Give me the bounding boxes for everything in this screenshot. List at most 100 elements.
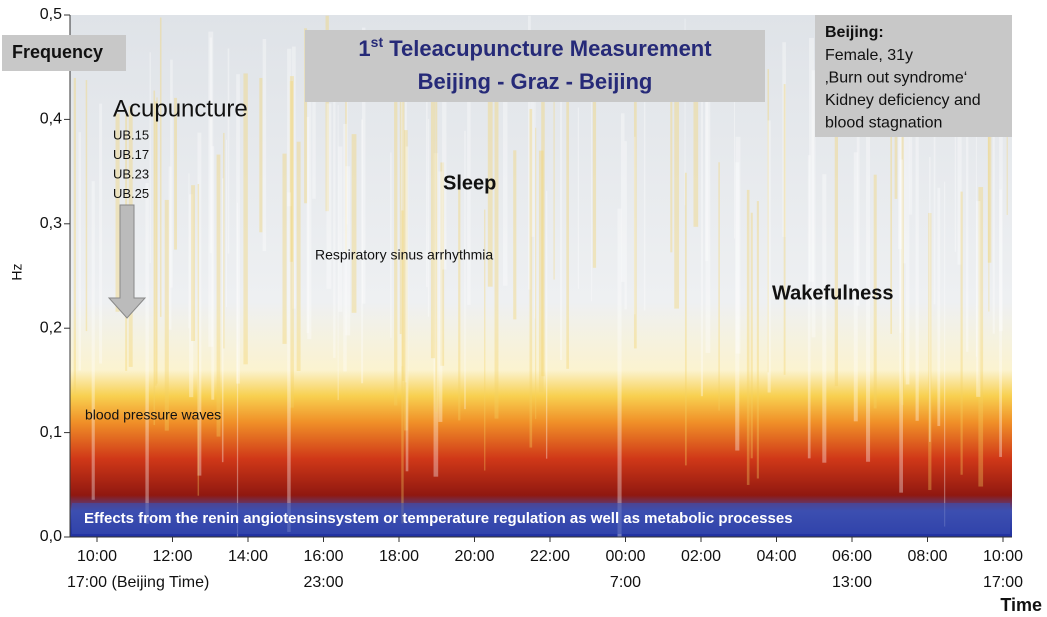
texture-stripe: [873, 174, 877, 409]
texture-stripe: [467, 65, 471, 305]
x-tick-label: 00:00: [605, 548, 645, 565]
texture-stripe: [929, 157, 931, 442]
chart-title: 1st Teleacupuncture Measurement: [358, 34, 712, 61]
y-label: Hz: [9, 263, 25, 280]
title-number: 1: [358, 36, 370, 61]
patient-line: Female, 31y: [825, 47, 913, 64]
texture-stripe: [617, 208, 622, 538]
texture-stripe: [164, 199, 169, 431]
texture-stripe: [834, 74, 838, 387]
texture-stripe: [591, 79, 593, 302]
texture-stripe: [312, 43, 316, 199]
texture-stripe: [494, 82, 499, 419]
texture-stripe: [236, 202, 239, 547]
texture-stripe: [404, 130, 408, 431]
y-title: Frequency: [12, 42, 103, 62]
texture-stripe: [899, 62, 903, 333]
sleep-label: Sleep: [443, 172, 496, 194]
texture-stripe: [905, 86, 910, 385]
texture-stripe: [978, 187, 984, 487]
texture-stripe: [188, 173, 190, 329]
texture-stripe: [435, 77, 438, 412]
texture-stripe: [197, 184, 200, 496]
texture-stripe: [553, 92, 555, 280]
patient-box: [815, 15, 1012, 137]
texture-stripe: [531, 38, 535, 237]
texture-stripe: [807, 155, 811, 459]
texture-stripe: [262, 38, 267, 252]
texture-stripe: [999, 189, 1002, 457]
texture-stripe: [346, 38, 348, 225]
texture-stripe: [957, 97, 962, 265]
texture-stripe: [866, 129, 871, 462]
x-tick-label: 18:00: [379, 548, 419, 565]
texture-stripe: [999, 45, 1003, 332]
title-suffix: st: [371, 34, 384, 50]
x-tick-label: 10:00: [983, 548, 1023, 565]
title-text: Teleacupuncture Measurement: [383, 36, 712, 61]
texture-stripe: [566, 39, 570, 369]
texture-stripe: [402, 46, 405, 381]
texture-stripe: [975, 98, 977, 357]
x-tick-label: 14:00: [228, 548, 268, 565]
texture-stripe: [197, 132, 202, 476]
texture-stripe: [404, 74, 407, 383]
texture-stripe: [287, 48, 292, 207]
texture-stripe: [442, 50, 447, 270]
texture-stripe: [296, 141, 301, 371]
x-tick-label: 16:00: [303, 548, 343, 565]
texture-stripe: [705, 51, 711, 353]
x-tick-label: 10:00: [77, 548, 117, 565]
patient-title: Beijing:: [825, 24, 884, 41]
texture-stripe: [168, 166, 172, 330]
texture-stripe: [427, 118, 430, 317]
texture-stripe: [226, 139, 228, 308]
texture-stripe: [782, 42, 786, 237]
texture-stripe: [191, 185, 196, 342]
texture-stripe: [954, 85, 957, 252]
texture-stripe: [733, 64, 736, 239]
texture-stripe: [145, 183, 149, 524]
title-box: [305, 30, 765, 102]
texture-stripe: [174, 97, 177, 250]
texture-stripe: [401, 210, 404, 524]
x-tick-label: 02:00: [681, 548, 721, 565]
texture-stripe: [811, 70, 816, 338]
texture-stripe: [208, 31, 214, 347]
texture-stripe: [227, 48, 230, 254]
texture-stripe: [624, 141, 627, 310]
texture-stripe: [343, 123, 347, 372]
texture-stripe: [643, 65, 646, 311]
texture-stripe: [684, 172, 687, 466]
texture-stripe: [577, 107, 579, 289]
texture-stripe: [287, 192, 291, 532]
texture-stripe: [399, 81, 402, 335]
low-frequency-label: Effects from the renin angiotensinsystem…: [84, 510, 793, 527]
texture-stripe: [78, 132, 81, 371]
texture-stripe: [85, 80, 88, 332]
texture-stripe: [693, 34, 699, 227]
texture-stripe: [307, 66, 312, 340]
texture-stripe: [361, 27, 366, 304]
texture-stripe: [705, 61, 709, 262]
texture-stripe: [853, 152, 858, 422]
texture-stripe: [987, 64, 992, 263]
texture-stripe: [960, 191, 963, 475]
y-tick-label: 0,4: [40, 111, 62, 128]
texture-stripe: [430, 49, 436, 359]
texture-stripe: [99, 103, 103, 364]
y-tick-label: 0,2: [40, 319, 62, 336]
texture-stripe: [541, 44, 545, 377]
texture-stripe: [405, 146, 409, 472]
texture-stripe: [292, 46, 296, 309]
y-tick-label: 0,3: [40, 215, 62, 232]
texture-stripe: [937, 187, 941, 427]
texture-stripe: [159, 17, 162, 317]
texture-stripe: [633, 90, 637, 349]
texture-stripe: [746, 189, 750, 485]
texture-stripe: [221, 178, 224, 463]
texture-stripe: [534, 70, 536, 319]
texture-stripe: [394, 83, 398, 406]
low-frequency-band: [72, 503, 1010, 534]
texture-stripe: [783, 84, 786, 375]
